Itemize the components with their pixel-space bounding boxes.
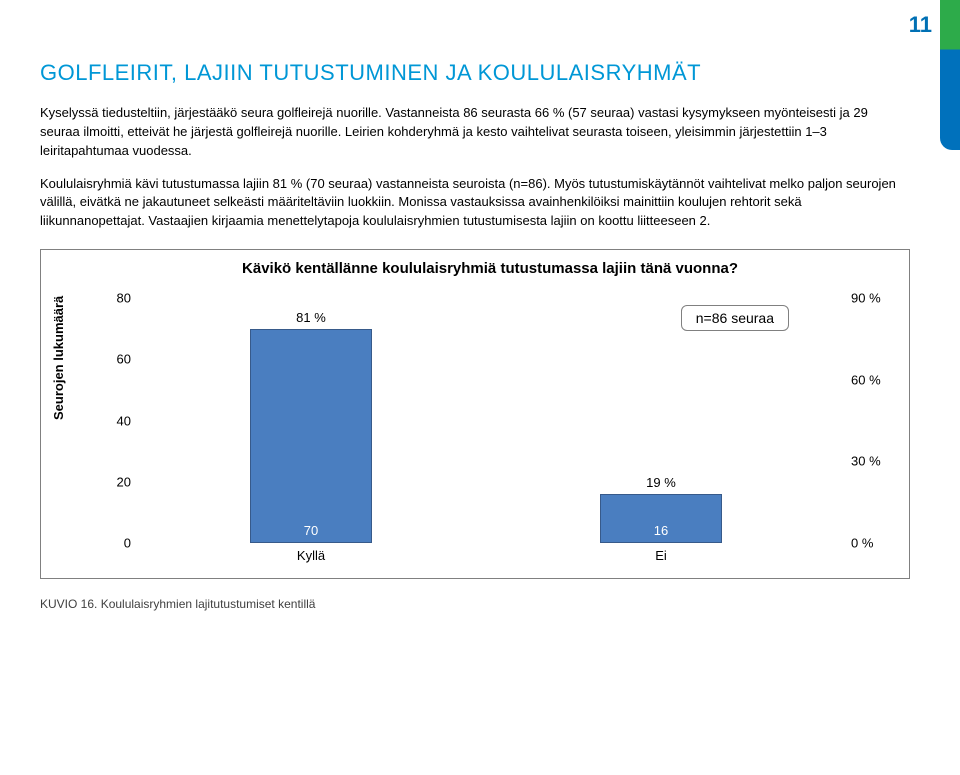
bar-percent-label: 19 % [601,475,722,490]
y-axis-label: Seurojen lukumäärä [51,296,66,420]
bar: 7081 % [250,329,373,543]
y2-tick: 0 % [851,536,891,551]
y-tick: 60 [109,352,131,367]
section-title: GOLFLEIRIT, LAJIIN TUTUSTUMINEN JA KOULU… [40,60,920,86]
y-tick: 40 [109,413,131,428]
bar-percent-label: 81 % [251,310,372,325]
y-tick: 80 [109,291,131,306]
y2-tick: 60 % [851,372,891,387]
category-label: Kyllä [297,548,325,563]
category-label: Ei [655,548,667,563]
bar: 1619 % [600,494,723,543]
chart-container: Kävikö kentällänne koululaisryhmiä tutus… [40,249,910,579]
y-tick: 20 [109,474,131,489]
paragraph-1: Kyselyssä tiedusteltiin, järjestääkö seu… [40,104,900,161]
page-number: 11 [909,12,932,38]
y-tick: 0 [109,536,131,551]
plot-area: 7081 %1619 % [136,298,836,543]
page-corner-decoration [940,0,960,150]
chart-title: Kävikö kentällänne koululaisryhmiä tutus… [91,260,889,277]
figure-caption: KUVIO 16. Koululaisryhmien lajitutustumi… [40,597,920,611]
paragraph-2: Koululaisryhmiä kävi tutustumassa lajiin… [40,175,900,232]
bar-value-label: 70 [251,523,372,538]
bar-value-label: 16 [601,523,722,538]
y2-tick: 30 % [851,454,891,469]
y2-tick: 90 % [851,291,891,306]
